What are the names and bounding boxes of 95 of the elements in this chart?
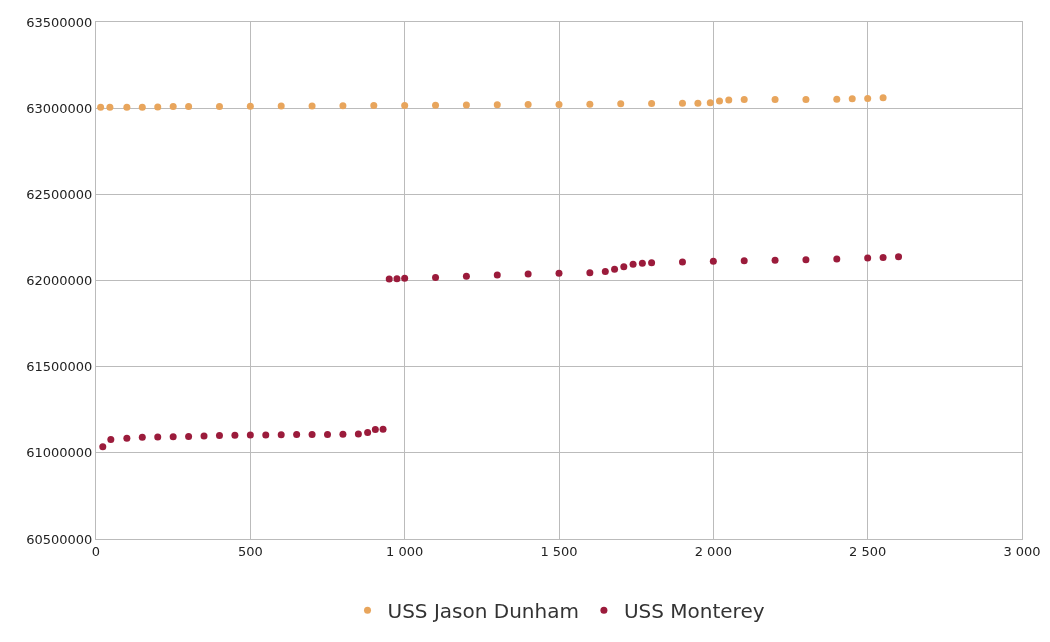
y-tick-label: 62500000 — [26, 186, 93, 202]
point — [401, 101, 409, 109]
point — [432, 273, 440, 281]
point — [725, 96, 733, 104]
point — [371, 426, 379, 434]
x-tick-label: 2 000 — [694, 543, 732, 559]
y-tick-label: 62000000 — [26, 273, 93, 289]
point — [364, 429, 372, 436]
x-tick-label: 0 — [91, 543, 101, 559]
point — [864, 254, 872, 262]
point — [169, 103, 177, 111]
point — [277, 102, 285, 110]
point — [524, 101, 532, 109]
x-tick-label: 1 500 — [540, 543, 578, 559]
point — [879, 94, 887, 102]
point — [277, 431, 285, 439]
point — [678, 99, 686, 107]
point — [524, 270, 532, 278]
point — [629, 260, 637, 268]
point — [879, 254, 887, 262]
point — [324, 430, 331, 438]
point — [586, 100, 594, 108]
y-tick-label: 63500000 — [26, 14, 93, 30]
point — [771, 256, 779, 264]
y-tick-label: 63000000 — [26, 100, 93, 116]
point — [215, 432, 223, 440]
point — [493, 101, 501, 109]
point — [648, 259, 656, 267]
point — [385, 275, 393, 283]
point — [379, 425, 387, 433]
point — [678, 258, 686, 266]
point — [638, 259, 646, 267]
point — [215, 102, 223, 110]
x-tick-label: 3 000 — [1003, 543, 1041, 559]
point — [802, 256, 810, 264]
y-tick-label: 61500000 — [26, 359, 93, 375]
point — [154, 103, 162, 111]
point — [694, 99, 702, 107]
point — [293, 431, 301, 439]
point — [185, 432, 193, 440]
point — [262, 431, 270, 439]
point — [138, 433, 146, 441]
point — [97, 103, 105, 111]
x-tick-label: 1 000 — [386, 543, 424, 559]
point — [716, 97, 724, 105]
point — [848, 95, 856, 103]
point — [555, 100, 563, 108]
point — [493, 271, 501, 279]
point — [354, 430, 362, 438]
y-tick-label: 60500000 — [26, 531, 93, 547]
point — [833, 255, 841, 263]
point — [555, 269, 563, 277]
x-tick-label: 2 500 — [849, 543, 887, 559]
point — [246, 102, 254, 110]
point — [308, 102, 316, 110]
point — [246, 431, 254, 439]
point — [370, 102, 378, 110]
point — [308, 430, 316, 438]
point — [339, 102, 347, 110]
point — [617, 100, 625, 108]
point — [99, 443, 107, 451]
point — [706, 99, 714, 107]
point — [740, 257, 748, 265]
point — [200, 432, 208, 440]
point — [107, 435, 115, 443]
point — [620, 263, 628, 271]
point — [586, 269, 594, 277]
point — [611, 265, 619, 273]
point — [154, 433, 162, 441]
point — [771, 96, 779, 104]
point — [648, 100, 656, 108]
legend-label: USS Monterey — [623, 599, 765, 623]
point — [138, 103, 146, 111]
point — [169, 433, 177, 441]
point — [339, 430, 347, 438]
point — [740, 96, 748, 104]
point — [393, 275, 401, 283]
point — [106, 103, 114, 111]
x-tick-label: 500 — [237, 543, 263, 559]
point — [185, 102, 193, 110]
point — [462, 101, 470, 109]
point — [833, 95, 841, 103]
point — [432, 101, 440, 109]
point — [709, 257, 717, 265]
point — [123, 103, 131, 111]
point — [123, 434, 131, 442]
point — [601, 268, 609, 276]
point — [231, 431, 239, 439]
point — [802, 96, 810, 104]
point — [401, 274, 409, 282]
point — [462, 272, 470, 280]
point — [895, 253, 903, 261]
legend-label: USS Jason Dunham — [387, 599, 579, 623]
y-tick-label: 61000000 — [26, 445, 93, 461]
point — [864, 95, 872, 103]
